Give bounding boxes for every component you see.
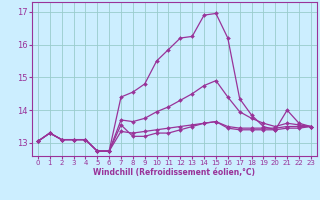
X-axis label: Windchill (Refroidissement éolien,°C): Windchill (Refroidissement éolien,°C) [93, 168, 255, 177]
